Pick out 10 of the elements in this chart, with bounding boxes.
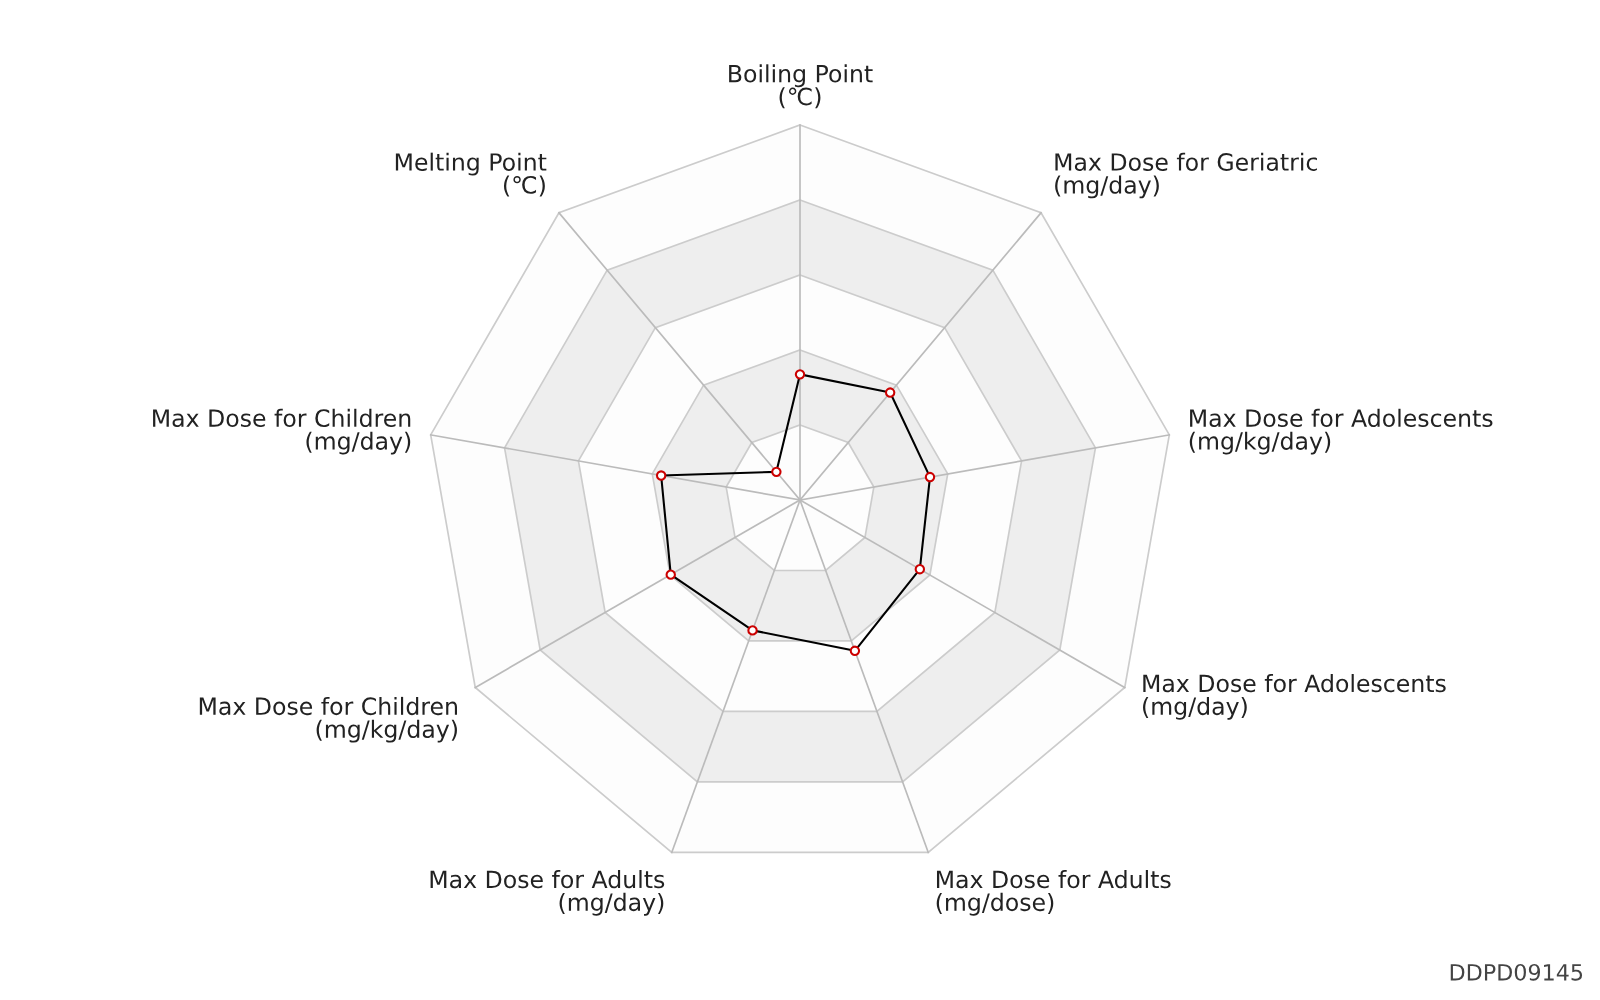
- spoke-label: Max Dose for Geriatric (mg/day): [1055, 152, 1317, 199]
- spoke-label: Max Dose for Adolescents (mg/kg/day): [1189, 408, 1493, 455]
- spoke-label: Boiling Point (℃): [729, 64, 873, 109]
- spoke-label: Max Dose for Children (mg/day): [153, 408, 411, 455]
- text: DDPD09145: [1450, 963, 1583, 981]
- spoke-label: Max Dose for Adults (mg/dose): [936, 870, 1171, 916]
- spoke-label: Max Dose for Adults (mg/day): [430, 870, 665, 916]
- spoke-label: Melting Point (℃): [395, 152, 547, 197]
- spoke-label: Max Dose for Adolescents (mg/day): [1143, 674, 1446, 720]
- spoke-label: Max Dose for Children (mg/kg/day): [199, 696, 457, 743]
